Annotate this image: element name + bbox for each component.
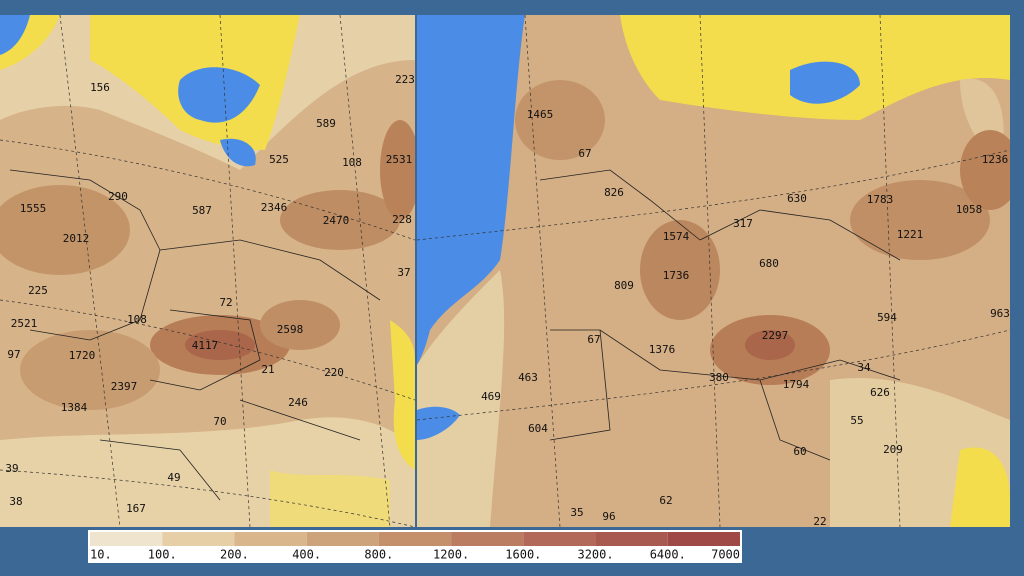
map-value-label: 108 bbox=[342, 156, 362, 169]
map-value-label: 39 bbox=[5, 462, 18, 475]
map-value-label: 167 bbox=[126, 502, 146, 515]
map-value-label: 55 bbox=[850, 414, 863, 427]
map-value-label: 4117 bbox=[192, 339, 219, 352]
map-value-label: 963 bbox=[990, 307, 1010, 320]
map-value-label: 35 bbox=[570, 506, 583, 519]
colorbar-label: 800. bbox=[364, 548, 393, 562]
map-value-label: 525 bbox=[269, 153, 289, 166]
map-value-label: 108 bbox=[127, 313, 147, 326]
map-value-label: 1058 bbox=[956, 203, 983, 216]
map-value-label: 1465 bbox=[527, 108, 554, 121]
right-map bbox=[417, 15, 1010, 527]
map-value-label: 49 bbox=[167, 471, 180, 484]
colorbar-label: 7000 bbox=[711, 548, 740, 562]
colorbar-swatch bbox=[451, 532, 524, 546]
map-value-label: 1574 bbox=[663, 230, 690, 243]
map-value-label: 680 bbox=[759, 257, 779, 270]
map-value-label: 96 bbox=[602, 510, 615, 523]
map-value-label: 809 bbox=[614, 279, 634, 292]
map-value-label: 223 bbox=[395, 73, 415, 86]
colorbar-label: 10. bbox=[90, 548, 112, 562]
colorbar-swatch bbox=[162, 532, 235, 546]
colorbar-swatch bbox=[378, 532, 452, 546]
map-value-label: 589 bbox=[316, 117, 336, 130]
left-map bbox=[0, 15, 415, 527]
map-value-label: 587 bbox=[192, 204, 212, 217]
map-value-label: 1376 bbox=[649, 343, 676, 356]
map-value-label: 1221 bbox=[897, 228, 924, 241]
colorbar-label: 100. bbox=[148, 548, 177, 562]
colorbar-swatch bbox=[523, 532, 596, 546]
map-value-label: 1794 bbox=[783, 378, 810, 391]
map-value-label: 38 bbox=[9, 495, 22, 508]
map-value-label: 2531 bbox=[386, 153, 413, 166]
map-value-label: 2598 bbox=[277, 323, 304, 336]
map-value-label: 826 bbox=[604, 186, 624, 199]
map-value-label: 62 bbox=[659, 494, 672, 507]
map-value-label: 1555 bbox=[20, 202, 47, 215]
map-value-label: 1736 bbox=[663, 269, 690, 282]
colorbar-label: 400. bbox=[292, 548, 321, 562]
colorbar-label: 6400. bbox=[650, 548, 686, 562]
map-value-label: 380 bbox=[709, 371, 729, 384]
map-value-label: 67 bbox=[587, 333, 600, 346]
map-value-label: 2346 bbox=[261, 201, 288, 214]
map-value-label: 72 bbox=[219, 296, 232, 309]
map-value-label: 21 bbox=[261, 363, 274, 376]
map-value-label: 604 bbox=[528, 422, 548, 435]
map-value-label: 1720 bbox=[69, 349, 96, 362]
map-value-label: 463 bbox=[518, 371, 538, 384]
colorbar-label: 1600. bbox=[505, 548, 541, 562]
map-value-label: 626 bbox=[870, 386, 890, 399]
map-value-label: 22 bbox=[813, 515, 826, 528]
colorbar-label: 1200. bbox=[433, 548, 469, 562]
colorbar-swatch bbox=[234, 532, 307, 546]
map-value-label: 225 bbox=[28, 284, 48, 297]
map-value-label: 1236 bbox=[982, 153, 1009, 166]
colorbar-swatch bbox=[90, 532, 163, 546]
map-value-label: 2521 bbox=[11, 317, 38, 330]
map-value-label: 2297 bbox=[762, 329, 789, 342]
map-value-label: 2397 bbox=[111, 380, 138, 393]
map-value-label: 34 bbox=[857, 361, 871, 374]
map-value-label: 37 bbox=[397, 266, 410, 279]
map-value-label: 1783 bbox=[867, 193, 894, 206]
map-value-label: 594 bbox=[877, 311, 897, 324]
map-value-label: 228 bbox=[392, 213, 412, 226]
map-value-label: 2012 bbox=[63, 232, 90, 245]
map-value-label: 1384 bbox=[61, 401, 88, 414]
map-value-label: 317 bbox=[733, 217, 753, 230]
map-value-label: 209 bbox=[883, 443, 903, 456]
map-value-label: 97 bbox=[7, 348, 20, 361]
map-value-label: 60 bbox=[793, 445, 806, 458]
colorbar-swatch bbox=[306, 532, 379, 546]
colorbar: 10. 100. 200. 400. 800. 1200. 1600. 3200. 6400. 7… bbox=[88, 530, 742, 563]
colorbar-swatch bbox=[595, 532, 668, 546]
colorbar-label: 3200. bbox=[577, 548, 613, 562]
colorbar-swatch bbox=[667, 532, 740, 546]
map-value-label: 156 bbox=[90, 81, 110, 94]
colorbar-label: 200. bbox=[220, 548, 249, 562]
map-value-label: 246 bbox=[288, 396, 308, 409]
map-value-label: 67 bbox=[578, 147, 591, 160]
map-value-label: 220 bbox=[324, 366, 344, 379]
map-value-label: 290 bbox=[108, 190, 128, 203]
map-value-label: 2470 bbox=[323, 214, 350, 227]
map-value-label: 630 bbox=[787, 192, 807, 205]
map-value-label: 70 bbox=[213, 415, 226, 428]
map-value-label: 469 bbox=[481, 390, 501, 403]
